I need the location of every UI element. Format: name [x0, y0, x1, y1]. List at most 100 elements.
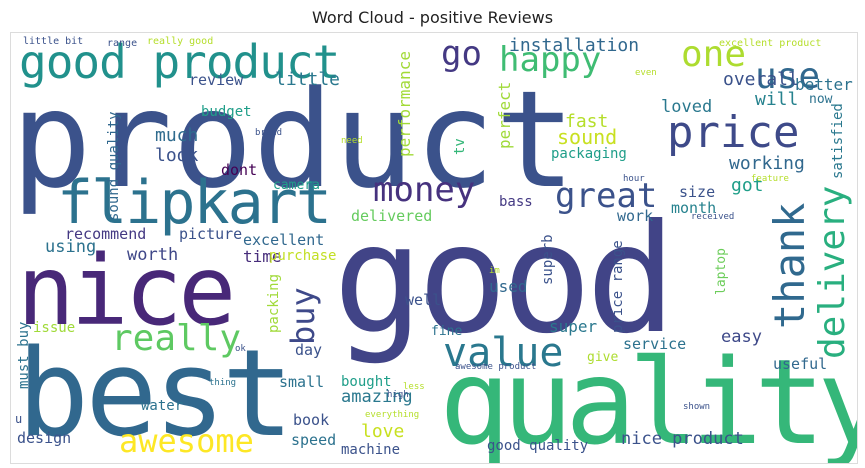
word: review: [189, 71, 244, 89]
word: even: [635, 68, 657, 78]
word: fast: [565, 111, 609, 132]
word: bass: [499, 194, 533, 210]
word: service: [623, 335, 687, 353]
word: little: [275, 69, 341, 90]
word: packaging: [551, 146, 627, 162]
word: awesome product: [455, 362, 537, 372]
word: price: [667, 107, 800, 158]
word: nice product: [621, 429, 744, 449]
chart-title: Word Cloud - positive Reviews: [311, 8, 554, 27]
word: packing: [266, 273, 282, 333]
word: book: [293, 411, 330, 429]
word: received: [691, 212, 735, 222]
word: nice: [17, 235, 236, 347]
word: excellent product: [719, 38, 822, 49]
word: laptop: [714, 248, 729, 295]
word: awesome: [119, 422, 254, 460]
word: sound quality: [106, 111, 122, 221]
word: month: [671, 199, 717, 217]
word: excellent: [243, 231, 325, 249]
word: buy: [284, 287, 322, 345]
word: perfect: [495, 81, 514, 149]
word: good product: [19, 35, 340, 89]
word: high: [387, 390, 409, 400]
word: worth: [127, 245, 179, 265]
word: happy: [499, 40, 602, 80]
word: small: [279, 373, 325, 391]
word: design: [17, 429, 72, 447]
word: one: [681, 34, 747, 75]
word: delivered: [351, 207, 433, 225]
word: overall: [723, 69, 799, 90]
word: using: [45, 237, 97, 257]
word: speed: [291, 431, 337, 449]
word: recommend: [65, 225, 147, 243]
word: much: [155, 125, 199, 146]
word: good quality: [487, 438, 589, 454]
word: product: [11, 62, 576, 218]
word: used: [489, 277, 528, 296]
word: machine: [341, 442, 401, 458]
word: flipkart: [57, 168, 332, 238]
word: time: [243, 247, 282, 266]
word: better: [795, 75, 853, 94]
word: really good: [147, 36, 214, 47]
word: got: [731, 175, 764, 196]
word: quality: [439, 333, 858, 464]
word: everything: [365, 410, 420, 420]
word: super: [549, 317, 598, 336]
word: must buy: [16, 321, 32, 389]
word: day: [295, 341, 323, 359]
word: range: [107, 38, 138, 49]
word: dont: [221, 161, 258, 179]
word: budget: [201, 104, 252, 120]
word: well: [405, 291, 442, 309]
word: little bit: [23, 36, 84, 47]
word: brand: [255, 128, 283, 138]
word: amazing: [341, 387, 413, 407]
word: im: [489, 266, 500, 276]
word: camera: [273, 178, 320, 193]
word: easy: [721, 327, 762, 347]
word: now: [809, 92, 833, 107]
word: use: [755, 56, 821, 97]
word: size: [679, 183, 716, 201]
word: give: [587, 350, 619, 365]
word: loved: [661, 97, 713, 117]
word: money: [373, 170, 476, 210]
word-cloud: product good best quality nice flipkart …: [10, 32, 858, 464]
word: good: [333, 193, 676, 367]
word: picture: [179, 225, 243, 243]
word: water: [141, 398, 184, 414]
word: delivery: [812, 185, 853, 359]
word: thing: [209, 378, 237, 388]
word: purchase: [269, 248, 337, 264]
word: look: [155, 145, 199, 166]
word: satisfied: [830, 103, 846, 179]
word: useful: [773, 355, 828, 373]
word: hour: [623, 174, 645, 184]
word: price range: [610, 240, 626, 333]
word: less: [403, 382, 425, 392]
word: bought: [341, 374, 392, 390]
word: superb: [540, 234, 556, 285]
word: fine: [431, 324, 463, 339]
word: go: [441, 34, 482, 74]
word: great: [555, 176, 658, 216]
word: sound: [557, 125, 618, 149]
word: feature: [751, 174, 789, 184]
word: ok: [235, 344, 246, 354]
word: performance: [395, 51, 414, 157]
word: issue: [33, 320, 76, 336]
word: thank: [765, 202, 814, 329]
word: need: [341, 136, 363, 146]
word: best: [17, 325, 294, 464]
word: really: [111, 318, 242, 359]
word: value: [443, 330, 564, 376]
word: tv: [452, 138, 468, 155]
word: love: [361, 421, 405, 442]
word: shown: [683, 402, 711, 412]
word: working: [729, 153, 805, 174]
word: installation: [509, 35, 640, 56]
word: will: [755, 89, 799, 110]
